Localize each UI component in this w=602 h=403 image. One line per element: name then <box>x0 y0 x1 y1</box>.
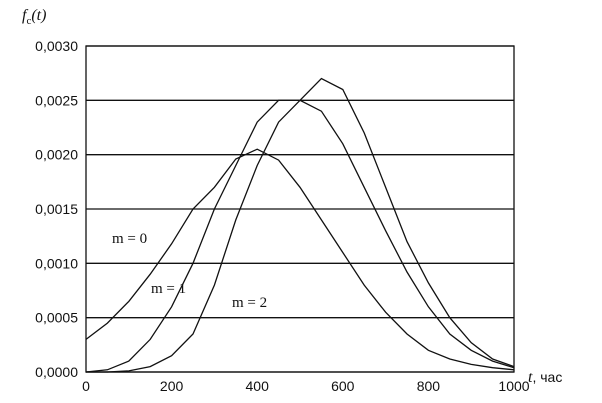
y-axis-title: fc(t) <box>22 7 46 27</box>
y-tick-label-0: 0,0000 <box>35 364 78 380</box>
x-tick-label-0: 0 <box>82 378 90 394</box>
plot-frame <box>85 45 515 373</box>
y-tick-label-4: 0,0020 <box>35 147 78 163</box>
series-line-m1 <box>85 99 515 373</box>
y-tick-labels: 0,0000 0,0005 0,0010 0,0015 0,0020 0,0025 0,00… <box>35 38 78 380</box>
y-tick-label-1: 0,0005 <box>35 310 78 326</box>
y-tick-label-3: 0,0015 <box>35 201 78 217</box>
x-axis-title-unit: , час <box>532 369 562 385</box>
series-line-m0 <box>85 148 515 371</box>
y-tick-label-6: 0,0030 <box>35 38 78 54</box>
x-tick-label-2: 400 <box>246 378 270 394</box>
x-tick-labels: 0 200 400 600 800 1000 <box>82 378 530 394</box>
series-line-m2 <box>86 77 515 373</box>
y-axis-title-arg: (t) <box>31 7 46 24</box>
y-axis-title-sub: c <box>26 15 31 27</box>
series-label-m0: m = 0 <box>112 231 147 247</box>
x-axis-title-var: t <box>528 369 533 386</box>
y-tick-label-5: 0,0025 <box>35 92 78 108</box>
x-tick-label-3: 600 <box>331 378 355 394</box>
grid <box>86 45 514 373</box>
y-axis-title-main: f <box>22 7 29 24</box>
x-tick-label-5: 1000 <box>498 378 529 394</box>
x-tick-label-1: 200 <box>160 378 184 394</box>
series-label-m2: m = 2 <box>232 295 267 311</box>
y-tick-label-2: 0,0010 <box>35 255 78 271</box>
x-tick-label-4: 800 <box>417 378 441 394</box>
series-label-m1: m = 1 <box>151 281 186 297</box>
x-axis-title: t, час <box>528 369 562 386</box>
series-group <box>85 77 515 373</box>
